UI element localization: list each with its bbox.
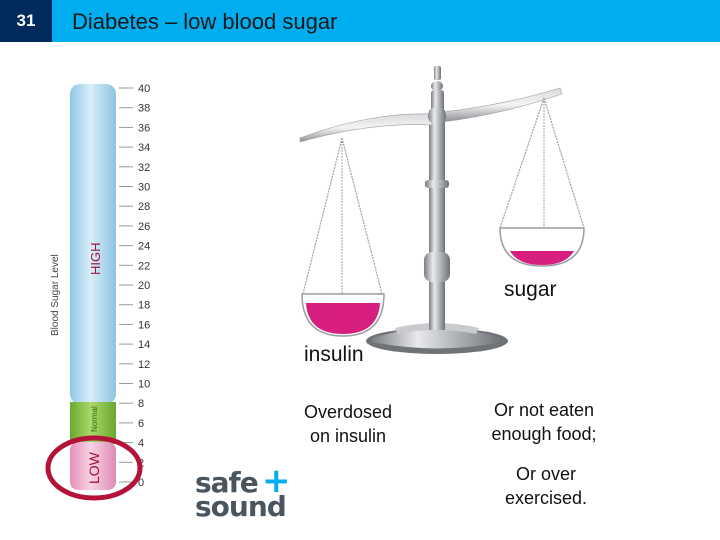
gauge-tick-label: 26 [138, 221, 150, 233]
note-not-eaten: Or not eaten enough food; [478, 398, 610, 446]
gauge-high-zone [70, 84, 116, 404]
gauge-tick-label: 40 [138, 83, 150, 95]
balance-scale [299, 66, 585, 354]
logo-word-sound: sound [195, 490, 287, 523]
normal-label: Normal [90, 406, 99, 432]
slide-title: Diabetes – low blood sugar [72, 9, 338, 34]
gauge-tick-label: 30 [138, 182, 150, 194]
note-line: Overdosed [303, 402, 393, 422]
note-overdosed: Overdosed on insulin [290, 400, 406, 448]
low-highlight-circle [45, 435, 143, 501]
gauge-tick-label: 36 [138, 122, 150, 134]
right-pan-liquid [510, 251, 574, 265]
gauge-tick-label: 16 [138, 319, 150, 331]
sugar-label: sugar [504, 278, 557, 301]
gauge-tick-label: 22 [138, 260, 150, 272]
gauge-tick-label: 6 [138, 418, 144, 430]
low-label: LOW [86, 451, 102, 484]
note-line: enough food; [491, 424, 597, 444]
axis-label: Blood Sugar Level [50, 254, 61, 336]
gauge-tick-label: 32 [138, 162, 150, 174]
logo-word-safe: safe [195, 466, 259, 499]
note-over-exercised: Or over exercised. [478, 462, 614, 510]
high-label: HIGH [88, 243, 103, 276]
gauge-tick-label: 10 [138, 379, 150, 391]
left-pan-liquid [306, 303, 380, 334]
note-line: exercised. [504, 488, 588, 508]
gauge-tick-label: 28 [138, 201, 150, 213]
note-line: on insulin [309, 426, 387, 446]
gauge-tick-label: 8 [138, 398, 144, 410]
gauge-tick-label: 24 [138, 241, 150, 253]
gauge-tick-label: 20 [138, 280, 150, 292]
gauge-tick-label: 0 [138, 477, 144, 489]
gauge-tick-label: 14 [138, 339, 150, 351]
note-line: Or not eaten [493, 400, 595, 420]
gauge-tick-label: 38 [138, 103, 150, 115]
insulin-label: insulin [304, 343, 364, 366]
header-bar [0, 0, 720, 42]
slide-number: 31 [0, 0, 52, 42]
gauge-tick-label: 34 [138, 142, 150, 154]
note-line: Or over [515, 464, 576, 484]
logo-plus: + [262, 461, 291, 501]
gauge-tick-label: 4 [138, 438, 144, 450]
gauge-tick-label: 12 [138, 359, 150, 371]
gauge-low-zone [70, 442, 116, 490]
gauge-tick-label: 18 [138, 300, 150, 312]
